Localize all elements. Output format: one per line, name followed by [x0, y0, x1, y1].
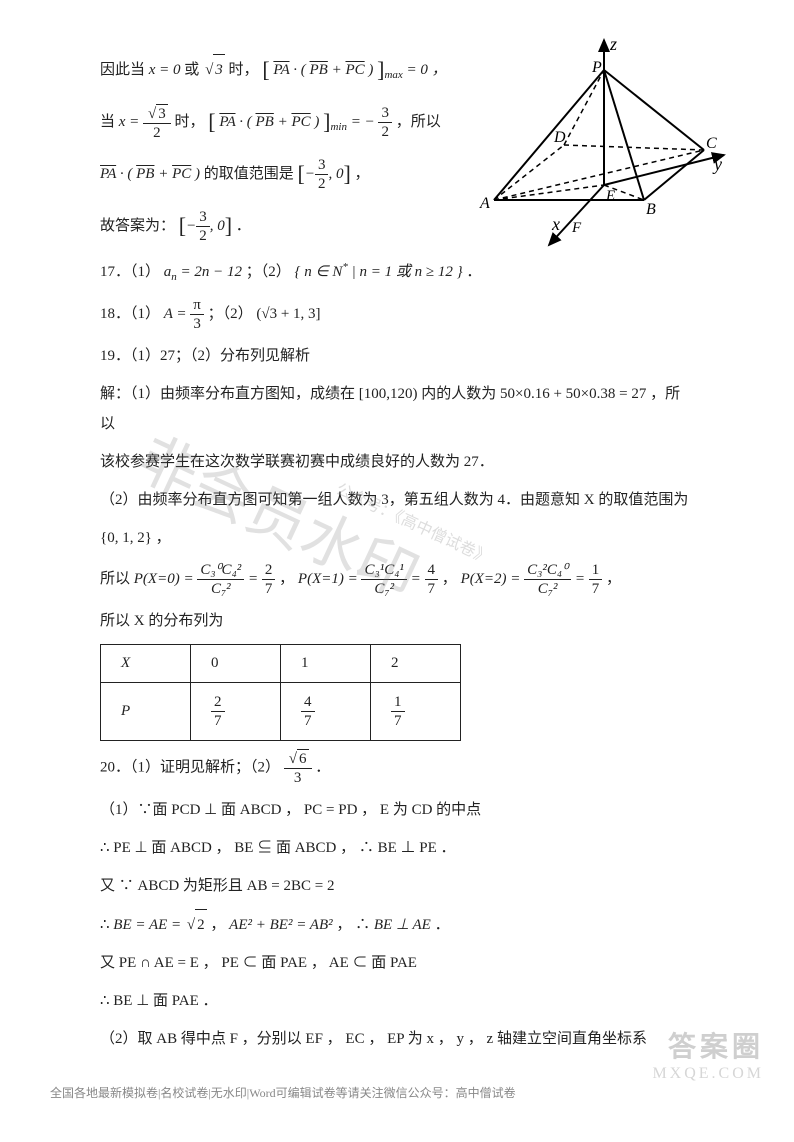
- text: 时，: [229, 62, 259, 78]
- svg-text:E: E: [605, 188, 615, 204]
- text: 20．（1）证明见解析；（2）: [100, 759, 284, 775]
- cell: P: [101, 683, 191, 741]
- text: 所以: [100, 571, 134, 587]
- text: 因此当: [100, 62, 149, 78]
- den: 7: [425, 580, 439, 598]
- proof-2: ∴ PE ⊥ 面 ABCD ， BE ⊆ 面 ABCD ， ∴ BE ⊥ PE …: [100, 833, 694, 863]
- svg-text:x: x: [551, 214, 560, 234]
- cell: 2: [371, 645, 461, 683]
- proof-1: （1）∵面 PCD ⊥ 面 ABCD ， PC = PD ， E 为 CD 的中…: [100, 795, 694, 825]
- q20: 20．（1）证明见解析；（2） 63 ．: [100, 749, 694, 787]
- svg-text:y: y: [712, 154, 722, 174]
- math: P(X=2) =: [461, 571, 521, 587]
- num: 4: [425, 561, 439, 580]
- svg-text:F: F: [571, 220, 582, 236]
- num: C₃⁰C₄²: [197, 561, 244, 580]
- math: x = 0: [149, 62, 181, 78]
- text: 或: [184, 62, 203, 78]
- table-row: P 27 47 17: [101, 683, 461, 741]
- corner-logo: 答案圈 MXQE.COM: [652, 1025, 764, 1083]
- text: 故答案为：: [100, 218, 175, 234]
- text: 18．（1）: [100, 306, 164, 322]
- den: 7: [262, 580, 276, 598]
- den: 3: [190, 315, 204, 333]
- math: P(X=1) =: [298, 571, 358, 587]
- logo-small: MXQE.COM: [652, 1065, 764, 1083]
- sub: max: [384, 69, 402, 81]
- cell: 17: [371, 683, 461, 741]
- proof-5: 又 PE ∩ AE = E ， PE ⊂ 面 PAE ， AE ⊂ 面 PAE: [100, 948, 694, 978]
- q19-sol-a: 解：（1）由频率分布直方图知，成绩在 [100,120) 内的人数为 50×0.…: [100, 379, 694, 439]
- svg-text:P: P: [591, 59, 602, 76]
- den: 3: [284, 769, 312, 787]
- num: 3: [315, 156, 329, 175]
- q17: 17．（1） an = 2n − 12 ；（2） { n ∈ N* | n = …: [100, 256, 694, 288]
- math: P(X=0) =: [134, 571, 194, 587]
- sub: min: [330, 121, 347, 133]
- den: C₇²: [361, 580, 406, 598]
- math: 3: [203, 62, 225, 78]
- prob-line: 所以 P(X=0) = C₃⁰C₄²C₇² = 27 ， P(X=1) = C₃…: [100, 561, 694, 598]
- text: 时，: [175, 114, 205, 130]
- cell: 27: [191, 683, 281, 741]
- num: 2: [262, 561, 276, 580]
- q19: 19．（1）27；（2）分布列见解析: [100, 341, 694, 371]
- proof-3: 又 ∵ ABCD 为矩形且 AB = 2BC = 2: [100, 871, 694, 901]
- num: π: [190, 296, 204, 315]
- q19-sol-b: 该校参赛学生在这次数学联赛初赛中成绩良好的人数为 27．: [100, 447, 694, 477]
- svg-text:D: D: [553, 129, 566, 146]
- q19-sol-d: {0, 1, 2} ，: [100, 523, 694, 553]
- dist-lead: 所以 X 的分布列为: [100, 606, 694, 636]
- math: = 0 ，: [407, 62, 447, 78]
- svg-text:B: B: [646, 201, 656, 218]
- cell: 0: [191, 645, 281, 683]
- num: 3: [378, 104, 392, 123]
- den: 7: [589, 580, 603, 598]
- den: C₇²: [524, 580, 571, 598]
- proof-7: （2）取 AB 得中点 F ，分别以 EF ， EC ， EP 为 x ， y …: [100, 1024, 694, 1054]
- text: ；（2） (√3 + 1, 3]: [208, 306, 321, 322]
- svg-text:A: A: [479, 195, 490, 212]
- den: 2: [143, 124, 171, 142]
- num: 1: [589, 561, 603, 580]
- text: 当: [100, 114, 119, 130]
- q18: 18．（1） A = π3 ；（2） (√3 + 1, 3]: [100, 296, 694, 333]
- table-row: X 0 1 2: [101, 645, 461, 683]
- logo-big: 答案圈: [652, 1025, 764, 1065]
- distribution-table: X 0 1 2 P 27 47 17: [100, 644, 461, 741]
- svg-text:z: z: [609, 34, 617, 54]
- cell: 47: [281, 683, 371, 741]
- den: 2: [378, 123, 392, 141]
- proof-4: ∴ BE = AE = 2 ， AE² + BE² = AB² ， ∴ BE ⊥…: [100, 909, 694, 940]
- svg-text:C: C: [706, 135, 717, 152]
- page: 非会员水印 公众号：《高中僧试卷》: [0, 0, 794, 1142]
- footer-text: 全国各地最新模拟卷|名校试卷|无水印|Word可编辑试卷等请关注微信公众号：高中…: [0, 1084, 794, 1101]
- den: 2: [315, 175, 329, 193]
- num: C₃²C₄⁰: [524, 561, 571, 580]
- cell: 1: [281, 645, 371, 683]
- diagram-3d-pyramid: z y x A B C D E F P: [454, 30, 734, 250]
- proof-6: ∴ BE ⊥ 面 PAE ．: [100, 986, 694, 1016]
- num: C₃¹C₄¹: [361, 561, 406, 580]
- cell: X: [101, 645, 191, 683]
- q19-sol-c: （2）由频率分布直方图可知第一组人数为 3，第五组人数为 4．由题意知 X 的取…: [100, 485, 694, 515]
- text: ，所以: [396, 114, 441, 130]
- den: C₇²: [197, 580, 244, 598]
